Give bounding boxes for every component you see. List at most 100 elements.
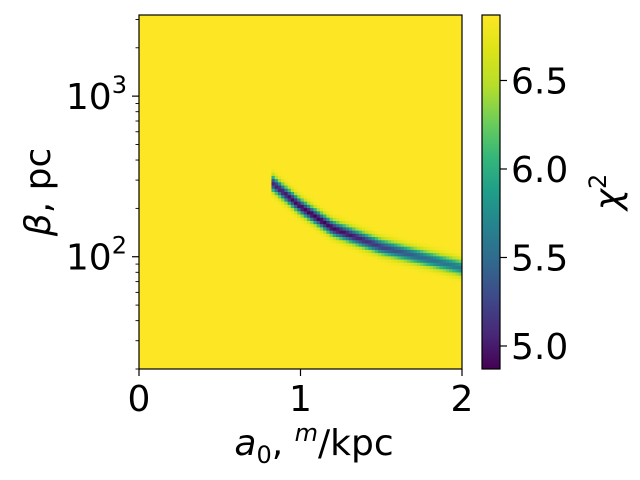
heatmap-cell	[271, 92, 276, 96]
heatmap-cell	[323, 82, 327, 87]
heatmap-cell	[339, 53, 343, 58]
heatmap-cell	[442, 156, 447, 161]
heatmap-cell	[151, 140, 156, 145]
heatmap-cell	[193, 18, 198, 22]
heatmap-cell	[445, 43, 450, 48]
heatmap-cell	[235, 111, 240, 116]
heatmap-cell	[416, 127, 421, 132]
heatmap-cell	[174, 50, 179, 55]
heatmap-cell	[345, 43, 350, 48]
heatmap-cell	[400, 66, 405, 71]
heatmap-cell	[400, 92, 405, 96]
heatmap-cell	[193, 66, 198, 71]
heatmap-cell	[290, 66, 295, 71]
heatmap-cell	[245, 92, 250, 96]
heatmap-cell	[352, 130, 356, 135]
heatmap-cell	[145, 146, 150, 151]
heatmap-cell	[248, 21, 253, 26]
heatmap-cell	[252, 163, 256, 167]
heatmap-cell	[365, 40, 369, 45]
heatmap-cell	[355, 172, 360, 177]
heatmap-cell	[352, 69, 356, 74]
heatmap-cell	[235, 163, 240, 167]
heatmap-cell	[445, 47, 450, 51]
heatmap-cell	[316, 159, 321, 164]
heatmap-cell	[436, 43, 440, 48]
heatmap-cell	[400, 150, 405, 154]
heatmap-cell	[281, 66, 285, 71]
heatmap-cell	[323, 124, 327, 129]
heatmap-cell	[226, 130, 230, 135]
heatmap-cell	[174, 146, 179, 151]
heatmap-cell	[436, 50, 440, 55]
heatmap-cell	[190, 114, 195, 119]
heatmap-cell	[306, 24, 311, 29]
heatmap-cell	[290, 50, 295, 55]
heatmap-cell	[284, 169, 289, 174]
heatmap-cell	[177, 92, 182, 96]
heatmap-cell	[290, 143, 295, 148]
heatmap-cell	[200, 24, 205, 29]
heatmap-cell	[378, 121, 382, 125]
heatmap-cell	[332, 166, 337, 170]
heatmap-cell	[184, 63, 188, 67]
heatmap-cell	[151, 85, 156, 90]
heatmap-cell	[168, 72, 172, 77]
heatmap-cell	[336, 127, 340, 132]
heatmap-cell	[439, 127, 444, 132]
heatmap-cell	[339, 27, 343, 32]
heatmap-cell	[277, 82, 282, 87]
heatmap-cell	[426, 169, 431, 174]
heatmap-cell	[319, 150, 324, 154]
heatmap-cell	[332, 27, 337, 32]
heatmap-cell	[306, 89, 311, 93]
heatmap-cell	[222, 82, 227, 87]
heatmap-cell	[226, 124, 230, 129]
heatmap-cell	[300, 121, 305, 125]
heatmap-cell	[348, 66, 353, 71]
heatmap-cell	[306, 111, 311, 116]
heatmap-cell	[180, 34, 185, 39]
heatmap-cell	[261, 76, 266, 80]
heatmap-cell	[297, 31, 301, 35]
heatmap-cell	[184, 24, 188, 29]
heatmap-cell	[171, 124, 176, 129]
heatmap-cell	[174, 31, 179, 35]
heatmap-cell	[248, 140, 253, 145]
heatmap-cell	[281, 134, 285, 138]
heatmap-cell	[319, 95, 324, 100]
heatmap-cell	[420, 134, 424, 138]
heatmap-cell	[332, 40, 337, 45]
heatmap-cell	[445, 37, 450, 42]
heatmap-cell	[423, 31, 427, 35]
heatmap-cell	[216, 111, 221, 116]
heatmap-cell	[177, 101, 182, 106]
heatmap-cell	[193, 169, 198, 174]
heatmap-cell	[352, 153, 356, 158]
heatmap-cell	[148, 76, 153, 80]
heatmap-cell	[148, 31, 153, 35]
heatmap-cell	[319, 21, 324, 26]
heatmap-cell	[222, 117, 227, 122]
heatmap-cell	[226, 24, 230, 29]
heatmap-cell	[148, 156, 153, 161]
heatmap-cell	[226, 146, 230, 151]
heatmap-cell	[258, 108, 263, 113]
heatmap-cell	[452, 169, 457, 174]
heatmap-cell	[242, 140, 247, 145]
heatmap-cell	[381, 40, 385, 45]
heatmap-cell	[155, 150, 159, 154]
heatmap-cell	[210, 50, 214, 55]
heatmap-cell	[281, 60, 285, 64]
heatmap-cell	[449, 121, 453, 125]
heatmap-cell	[365, 143, 369, 148]
heatmap-cell	[319, 156, 324, 161]
heatmap-cell	[222, 53, 227, 58]
heatmap-cell	[222, 79, 227, 84]
heatmap-cell	[381, 63, 385, 67]
heatmap-cell	[445, 31, 450, 35]
heatmap-cell	[445, 89, 450, 93]
heatmap-cell	[142, 130, 146, 135]
heatmap-cell	[168, 98, 172, 103]
heatmap-cell	[429, 111, 434, 116]
